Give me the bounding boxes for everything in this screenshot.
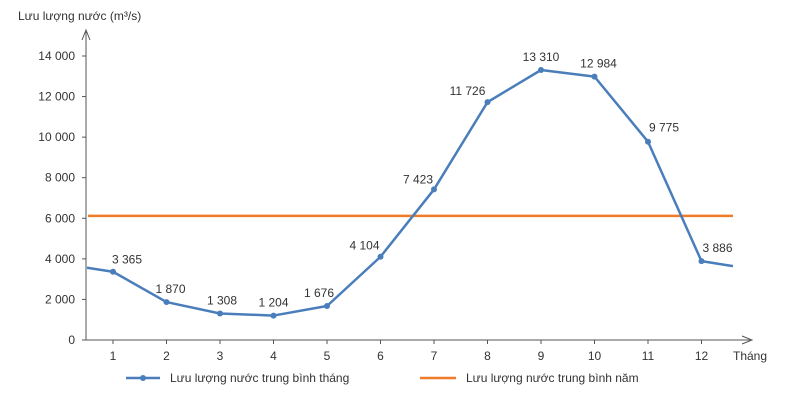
legend: Lưu lượng nước trung bình tháng Lưu lượn… bbox=[126, 371, 639, 385]
data-label: 13 310 bbox=[523, 50, 560, 64]
y-tick-label: 14 000 bbox=[38, 49, 75, 63]
x-tick-label: 10 bbox=[588, 349, 602, 363]
y-axis-title: Lưu lượng nước (m³/s) bbox=[18, 9, 141, 23]
data-label: 3 365 bbox=[112, 253, 142, 267]
monthly-data-point bbox=[270, 312, 277, 319]
x-tick-label: 4 bbox=[270, 349, 277, 363]
y-tick-label: 8 000 bbox=[45, 171, 75, 185]
legend-label-annual: Lưu lượng nước trung bình năm bbox=[466, 371, 639, 385]
monthly-data-point bbox=[163, 299, 170, 306]
monthly-data-point bbox=[217, 310, 223, 317]
data-label: 3 886 bbox=[702, 241, 732, 255]
y-tick-label: 2 000 bbox=[45, 292, 75, 306]
axes bbox=[81, 28, 754, 345]
y-tick-label: 6 000 bbox=[45, 211, 75, 225]
data-label: 1 676 bbox=[304, 286, 334, 300]
monthly-data-point bbox=[698, 258, 705, 265]
y-tick-labels: 0 2 000 4 000 6 000 8 000 10 000 12 000 14 000 bbox=[38, 49, 86, 347]
data-label: 1 870 bbox=[155, 282, 185, 296]
legend-label-monthly: Lưu lượng nước trung bình tháng bbox=[170, 371, 349, 385]
x-tick-label: 8 bbox=[484, 349, 491, 363]
monthly-data-point bbox=[645, 138, 651, 145]
x-axis-title: Tháng bbox=[733, 349, 767, 363]
data-label: 4 104 bbox=[349, 239, 379, 253]
monthly-data-point bbox=[110, 268, 116, 275]
x-tick-label: 7 bbox=[431, 349, 438, 363]
x-tick-label: 3 bbox=[217, 349, 224, 363]
monthly-data-point bbox=[591, 73, 598, 80]
data-label: 1 204 bbox=[258, 296, 288, 310]
x-axis-arrow bbox=[741, 335, 754, 345]
data-label: 1 308 bbox=[207, 293, 237, 307]
y-tick-label: 4 000 bbox=[45, 252, 75, 266]
x-tick-label: 11 bbox=[642, 349, 655, 363]
monthly-data-point bbox=[484, 99, 491, 106]
y-tick-label: 0 bbox=[68, 333, 75, 347]
monthly-data-point bbox=[431, 186, 437, 193]
data-label: 12 984 bbox=[580, 57, 617, 71]
x-tick-label: 5 bbox=[324, 349, 331, 363]
monthly-data-point bbox=[538, 66, 544, 73]
y-tick-label: 12 000 bbox=[38, 90, 75, 104]
monthly-data-point bbox=[324, 303, 330, 310]
x-tick-label: 12 bbox=[695, 349, 709, 363]
legend-marker-monthly bbox=[140, 375, 146, 381]
x-tick-label: 9 bbox=[538, 349, 545, 363]
x-tick-label: 6 bbox=[377, 349, 384, 363]
x-tick-labels: 1 2 3 4 5 6 7 8 9 10 11 12 bbox=[110, 340, 709, 363]
monthly-series-line bbox=[86, 68, 734, 317]
monthly-series bbox=[86, 66, 734, 319]
monthly-data-point bbox=[377, 253, 384, 260]
y-tick-label: 10 000 bbox=[38, 130, 75, 144]
x-tick-label: 2 bbox=[163, 349, 170, 363]
data-label: 7 423 bbox=[403, 172, 433, 186]
data-labels: 3 365 1 870 1 308 1 204 1 676 4 104 7 423 11 72… bbox=[112, 50, 733, 310]
x-tick-label: 1 bbox=[110, 349, 117, 363]
y-axis-arrow bbox=[81, 28, 91, 41]
data-label: 9 775 bbox=[649, 121, 679, 135]
data-label: 11 726 bbox=[450, 84, 486, 98]
